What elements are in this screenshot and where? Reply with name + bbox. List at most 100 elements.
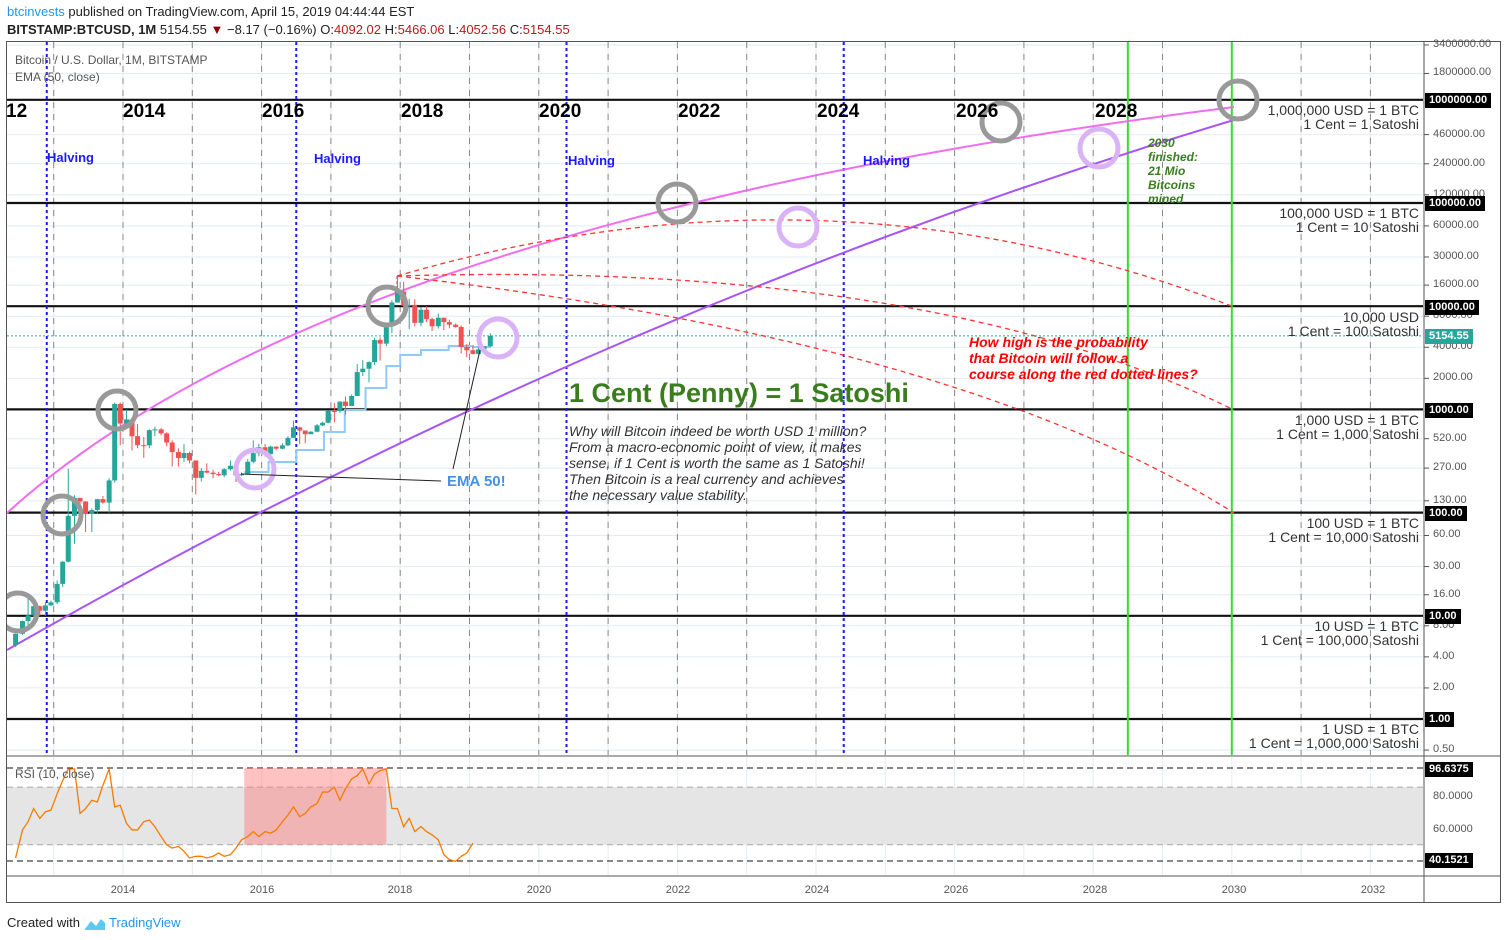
candle-body (349, 395, 355, 406)
price-level-box: 10000.00 (1425, 300, 1479, 315)
question-annotation: How high is the probability that Bitcoin… (969, 334, 1198, 382)
candle-body (412, 304, 418, 323)
candle-body (389, 302, 395, 326)
candle-body (331, 410, 337, 412)
ema-arrow (240, 473, 442, 482)
gray-circle-marker (1216, 78, 1260, 122)
candle-body (60, 561, 66, 584)
candle-body (446, 322, 452, 325)
open-value: 4092.02 (334, 22, 381, 37)
candle-body (25, 615, 31, 622)
candle-body (216, 474, 222, 476)
last-price: 5154.55 (159, 22, 207, 37)
price-tick: 30000.00 (1433, 249, 1479, 262)
time-tick: 2026 (943, 884, 969, 896)
level-line1: 100,000 USD = 1 BTC (1279, 205, 1419, 221)
candle-body (152, 429, 158, 431)
level-line2: 1 Cent = 1,000,000 Satoshi (1248, 735, 1419, 751)
candle-body (100, 499, 106, 503)
rsi-highlight-box (244, 768, 387, 845)
created-with: Created with (7, 915, 80, 930)
candle-body (198, 470, 204, 478)
level-line1: 100 USD = 1 BTC (1306, 515, 1419, 531)
time-tick: 2032 (1360, 884, 1386, 896)
price-tick: 30.00 (1433, 559, 1461, 572)
candle-body (453, 324, 459, 327)
candle-body (54, 583, 60, 603)
candle-body (65, 515, 71, 562)
down-arrow-icon: ▼ (210, 22, 224, 37)
year-label: 2024 (817, 101, 860, 122)
plot-group (7, 78, 1260, 651)
rsi-legend[interactable]: RSI (10, close) (15, 767, 95, 781)
price-tick: 130.00 (1433, 493, 1467, 506)
lavender-circle-marker (776, 205, 820, 249)
rsi-min-box: 40.1521 (1425, 853, 1473, 868)
candle-body (418, 309, 424, 323)
candle-body (406, 304, 412, 306)
level-line2: 1 Cent = 1 Satoshi (1303, 116, 1419, 132)
level-100000-text: 100,000 USD = 1 BTC 1 Cent = 10 Satoshi (1279, 206, 1419, 234)
candle-body (354, 372, 360, 396)
level-1000000-text: 1,000,000 USD = 1 BTC 1 Cent = 1 Satoshi (1268, 103, 1419, 131)
candle-body (141, 445, 147, 447)
year-label: 2026 (956, 101, 999, 122)
footer: Created with TradingView (7, 915, 181, 931)
tradingview-link[interactable]: TradingView (109, 915, 181, 930)
level-100-text: 100 USD = 1 BTC 1 Cent = 10,000 Satoshi (1268, 516, 1419, 544)
time-tick: 2018 (387, 884, 413, 896)
series-legend[interactable]: Bitcoin / U.S. Dollar, 1M, BITSTAMP (15, 53, 208, 67)
year-label: 2020 (539, 101, 582, 122)
candle-body (372, 340, 378, 363)
ema-legend[interactable]: EMA (50, close) (15, 70, 100, 84)
publisher-line: btcinvests published on TradingView.com,… (7, 4, 414, 19)
level-1000-text: 1,000 USD = 1 BTC 1 Cent = 1,000 Satoshi (1276, 413, 1419, 441)
candle-body (279, 445, 285, 449)
rsi-line (14, 766, 474, 862)
year-label: 2014 (123, 101, 166, 122)
candle-body (360, 368, 366, 373)
projection-to-1000 (396, 273, 1235, 411)
headline-annotation: 1 Cent (Penny) = 1 Satoshi (569, 378, 909, 408)
candle-body (123, 419, 129, 424)
price-level-box: 100.00 (1425, 506, 1467, 521)
price-tick: 460000.00 (1433, 127, 1485, 140)
candle-body (250, 453, 256, 462)
price-tick: 4.00 (1433, 649, 1455, 662)
low-value: 4052.56 (459, 22, 507, 37)
candle-body (20, 621, 26, 634)
author-link[interactable]: btcinvests (7, 4, 65, 19)
price-level-box: 1000000.00 (1425, 93, 1492, 108)
price-tick: 240000.00 (1433, 156, 1485, 169)
candle-body (245, 461, 251, 475)
price-level-box: 1000.00 (1425, 403, 1473, 418)
lavender-circle-marker (233, 447, 277, 491)
ohlc-line: BITSTAMP:BTCUSD, 1M 5154.55 ▼ −8.17 (−0.… (7, 22, 570, 37)
candle-body (464, 347, 470, 351)
mined-annotation: 2030 finished: 21 Mio Bitcoins mined (1148, 136, 1198, 206)
candle-body (366, 362, 372, 369)
candle-body (435, 317, 441, 327)
candle-body (13, 633, 19, 646)
lavender-circle-marker (476, 316, 520, 360)
candle-body (112, 403, 118, 481)
level-line1: 10 USD = 1 BTC (1314, 618, 1419, 634)
close-value: 5154.55 (522, 22, 570, 37)
time-tick: 2014 (110, 884, 136, 896)
level-line2: 1 Cent = 10 Satoshi (1295, 219, 1419, 235)
gray-circle-marker (40, 493, 84, 537)
year-label: 2028 (1095, 101, 1138, 122)
level-line2: 1 Cent = 10,000 Satoshi (1268, 529, 1419, 545)
lavender-circle-marker (1077, 126, 1121, 170)
candle-body (476, 349, 482, 354)
candle-body (320, 422, 326, 426)
rsi-tick: 80.0000 (1433, 790, 1473, 802)
level-1-text: 1 USD = 1 BTC 1 Cent = 1,000,000 Satoshi (1249, 722, 1419, 750)
price-tick: 60.00 (1433, 528, 1461, 541)
time-tick: 2024 (804, 884, 830, 896)
price-level-box: 100000.00 (1425, 196, 1485, 211)
candle-body (470, 350, 476, 354)
candle-body (302, 430, 308, 435)
published-text: published on TradingView.com, April 15, … (64, 4, 415, 19)
